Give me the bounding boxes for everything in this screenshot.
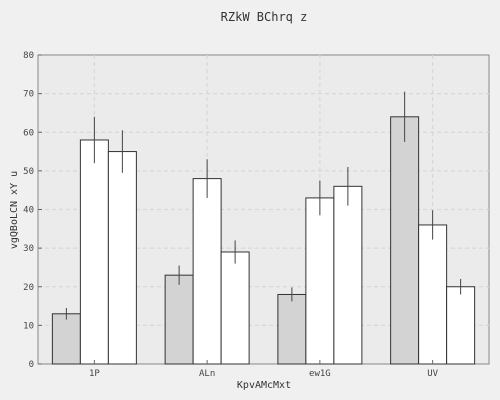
error-bars-layer	[65, 91, 462, 320]
y-tick-label: 50	[23, 167, 34, 177]
y-tick-label: 30	[23, 244, 34, 254]
chart-title: RZkW BChrq z	[221, 10, 308, 24]
y-tick-label: 80	[23, 51, 34, 61]
bar	[390, 116, 420, 365]
bar	[333, 185, 363, 365]
x-tick-label: 1P	[89, 369, 100, 379]
bar	[192, 178, 222, 365]
x-tick-label: ew1G	[309, 369, 331, 379]
y-tick-label: 0	[29, 360, 34, 370]
bar	[51, 313, 81, 365]
bar	[418, 224, 448, 365]
x-tick-label: UV	[427, 369, 438, 379]
y-tick-label: 60	[23, 128, 34, 138]
bar	[305, 197, 335, 365]
y-tick-label: 10	[23, 321, 34, 331]
bar	[446, 286, 476, 365]
x-axis-label: KpvAMcMxt	[237, 380, 291, 391]
bar	[164, 274, 194, 365]
x-tick-label: ALn	[199, 369, 215, 379]
y-tick-label: 20	[23, 283, 34, 293]
bars-layer	[51, 116, 476, 365]
ticks-layer: 0 10 20 30 40 50 60 70 80 1P ALn ew1G UV	[23, 51, 438, 379]
bar	[277, 293, 307, 365]
y-tick-label: 70	[23, 90, 34, 100]
bar	[79, 139, 109, 365]
bar	[107, 151, 137, 365]
y-tick-label: 40	[23, 206, 34, 216]
y-axis-label: vgQBoLCN xY u	[9, 171, 20, 249]
bar	[220, 251, 250, 365]
